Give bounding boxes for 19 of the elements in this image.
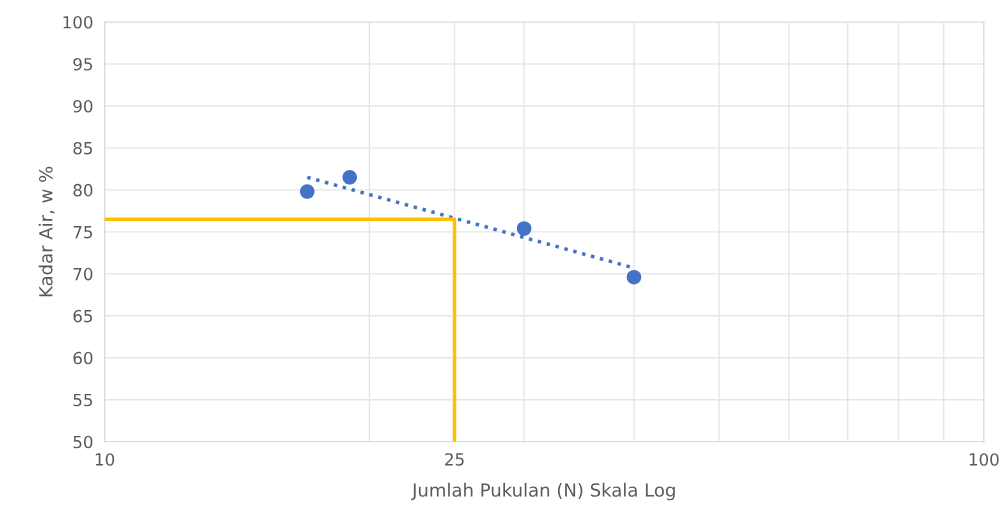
- point: [626, 269, 642, 285]
- y-tick-label: 80: [73, 183, 93, 197]
- y-tick-label: 70: [73, 267, 93, 281]
- x-tick-label: 100: [969, 453, 999, 466]
- y-tick-label: 95: [73, 57, 93, 71]
- y-tick-label: 85: [73, 141, 93, 155]
- x-tick-label: 10: [95, 453, 115, 466]
- y-tick-label: 100: [63, 15, 93, 29]
- x-axis-title: Jumlah Pukulan (N) Skala Log: [411, 482, 675, 501]
- y-tick-label: 75: [73, 226, 93, 239]
- y-tick-label: 65: [73, 309, 93, 323]
- point: [516, 221, 532, 236]
- x-tick-label: 25: [445, 453, 464, 466]
- y-tick-label: 50: [73, 435, 93, 449]
- y-tick-label: 60: [73, 351, 93, 365]
- y-tick-label: 55: [73, 393, 93, 407]
- y-tick-label: 90: [73, 99, 93, 113]
- point: [299, 184, 315, 199]
- y-axis-title: Kadar Air, w %: [38, 166, 55, 297]
